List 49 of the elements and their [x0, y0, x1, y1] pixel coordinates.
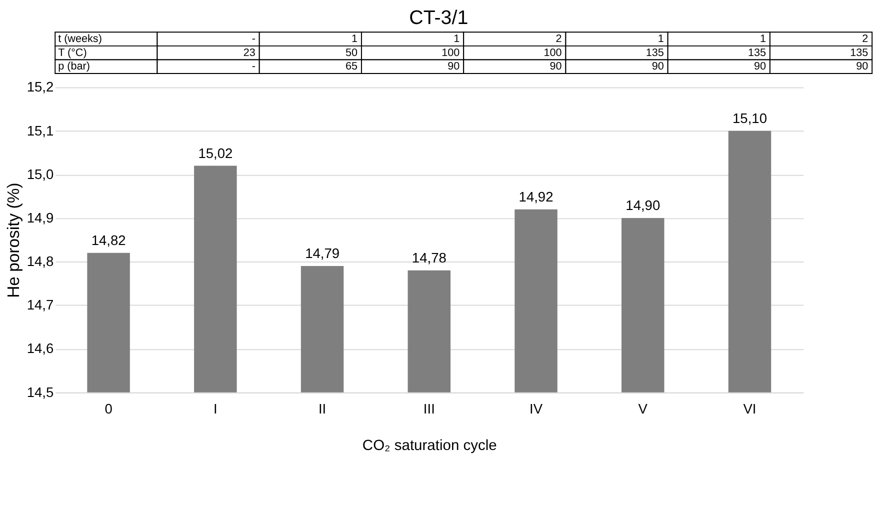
- text: 2: [556, 33, 562, 45]
- x-tick-label: VI: [743, 402, 756, 417]
- chart-title: CT-3/1: [409, 6, 468, 29]
- text: 2: [862, 33, 868, 45]
- text: 90: [856, 60, 868, 73]
- y-tick-label: 14,8: [26, 254, 54, 270]
- data-label: 14,79: [305, 246, 340, 262]
- data-label: 15,02: [198, 146, 233, 161]
- text: 90: [550, 60, 562, 73]
- text: 1: [352, 33, 358, 45]
- y-tick-label: 14,9: [26, 210, 54, 226]
- x-axis-title: CO₂ saturation cycle: [362, 438, 497, 454]
- text: 23: [243, 46, 256, 59]
- x-tick-label: 0: [104, 402, 113, 417]
- text: p (bar): [58, 60, 90, 73]
- text: -: [252, 60, 256, 73]
- text: 90: [652, 60, 664, 73]
- text: 1: [760, 33, 766, 45]
- data-label: 14,78: [412, 250, 447, 266]
- text: 100: [442, 46, 460, 59]
- y-tick-label: 14,7: [26, 298, 54, 313]
- text: 90: [754, 60, 766, 73]
- data-label: 14,90: [626, 198, 660, 214]
- text: 135: [850, 46, 868, 59]
- x-tick-label: V: [638, 402, 648, 417]
- y-tick-label: 14,6: [26, 341, 54, 356]
- x-tick-label: IV: [530, 402, 544, 417]
- x-tick-label: I: [214, 402, 218, 417]
- text: -: [252, 33, 256, 45]
- data-label: 14,92: [518, 189, 554, 204]
- text: 100: [544, 46, 562, 59]
- data-label: 14,82: [91, 233, 126, 248]
- y-tick-label: 15,1: [26, 123, 54, 138]
- text: 1: [658, 33, 664, 45]
- y-tick-label: 14,5: [26, 384, 54, 400]
- data-label: 15,10: [732, 110, 768, 126]
- y-axis-title: He porosity (%): [4, 182, 23, 298]
- x-tick-label: II: [318, 402, 326, 417]
- text: 65: [346, 60, 358, 73]
- y-tick-label: 15,2: [26, 80, 54, 95]
- text: t (weeks): [58, 33, 102, 45]
- text: 135: [748, 46, 766, 59]
- text: 1: [454, 33, 460, 45]
- x-tick-label: III: [423, 402, 435, 417]
- text: 50: [346, 46, 358, 59]
- text: 90: [448, 60, 460, 73]
- text: 135: [646, 46, 664, 59]
- text: T (°C): [58, 46, 87, 59]
- y-tick-label: 15,0: [26, 166, 54, 182]
